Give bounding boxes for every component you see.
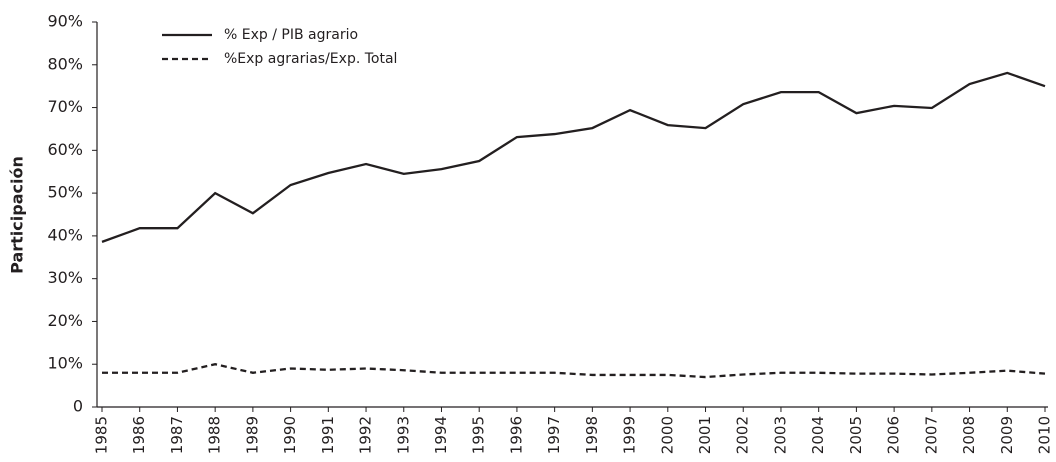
- series-line: [101, 71, 1046, 243]
- x-tick-label: 1990: [281, 416, 299, 454]
- x-tick-label: 1987: [168, 416, 186, 454]
- x-tick-label: 1991: [319, 416, 337, 454]
- y-tick-label: 50%: [47, 183, 83, 202]
- x-tick-label: 2005: [847, 416, 865, 454]
- x-tick-label: 2006: [885, 416, 903, 454]
- y-tick-label: 30%: [47, 268, 83, 287]
- x-tick-label: 2004: [809, 416, 827, 454]
- y-axis-title: Participación: [8, 156, 27, 274]
- x-tick-label: 2009: [998, 416, 1016, 454]
- x-tick-label: 2002: [734, 416, 752, 454]
- y-tick-label: 90%: [47, 12, 83, 31]
- y-tick-label: 40%: [47, 225, 83, 244]
- x-tick-label: 2003: [771, 416, 789, 454]
- x-tick-label: 1994: [432, 416, 450, 454]
- x-tick-label: 2010: [1036, 416, 1054, 454]
- x-tick-label: 2007: [922, 416, 940, 454]
- y-tick-label: 10%: [47, 354, 83, 373]
- y-tick-label: 70%: [47, 97, 83, 116]
- legend-label: %Exp agrarias/Exp. Total: [224, 51, 397, 67]
- x-tick-label: 1993: [394, 416, 412, 454]
- x-tick-label: 1997: [545, 416, 563, 454]
- x-tick-label: 1998: [583, 416, 601, 454]
- y-tick-label: 20%: [47, 311, 83, 330]
- legend-label: % Exp / PIB agrario: [224, 27, 358, 43]
- x-tick-label: 2008: [960, 416, 978, 454]
- x-tick-label: 2001: [696, 416, 714, 454]
- x-tick-label: 1989: [243, 416, 261, 454]
- x-tick-label: 1992: [357, 416, 375, 454]
- x-tick-label: 1996: [507, 416, 525, 454]
- x-tick-label: 2000: [658, 416, 676, 454]
- x-tick-label: 1985: [93, 416, 111, 454]
- x-tick-label: 1999: [621, 416, 639, 454]
- y-tick-label: 80%: [47, 54, 83, 73]
- y-tick-label: 0: [73, 397, 83, 416]
- x-tick-label: 1995: [470, 416, 488, 454]
- series-line: [102, 363, 1046, 379]
- y-tick-label: 60%: [47, 140, 83, 159]
- x-tick-label: 1986: [130, 416, 148, 454]
- x-tick-label: 1988: [206, 416, 224, 454]
